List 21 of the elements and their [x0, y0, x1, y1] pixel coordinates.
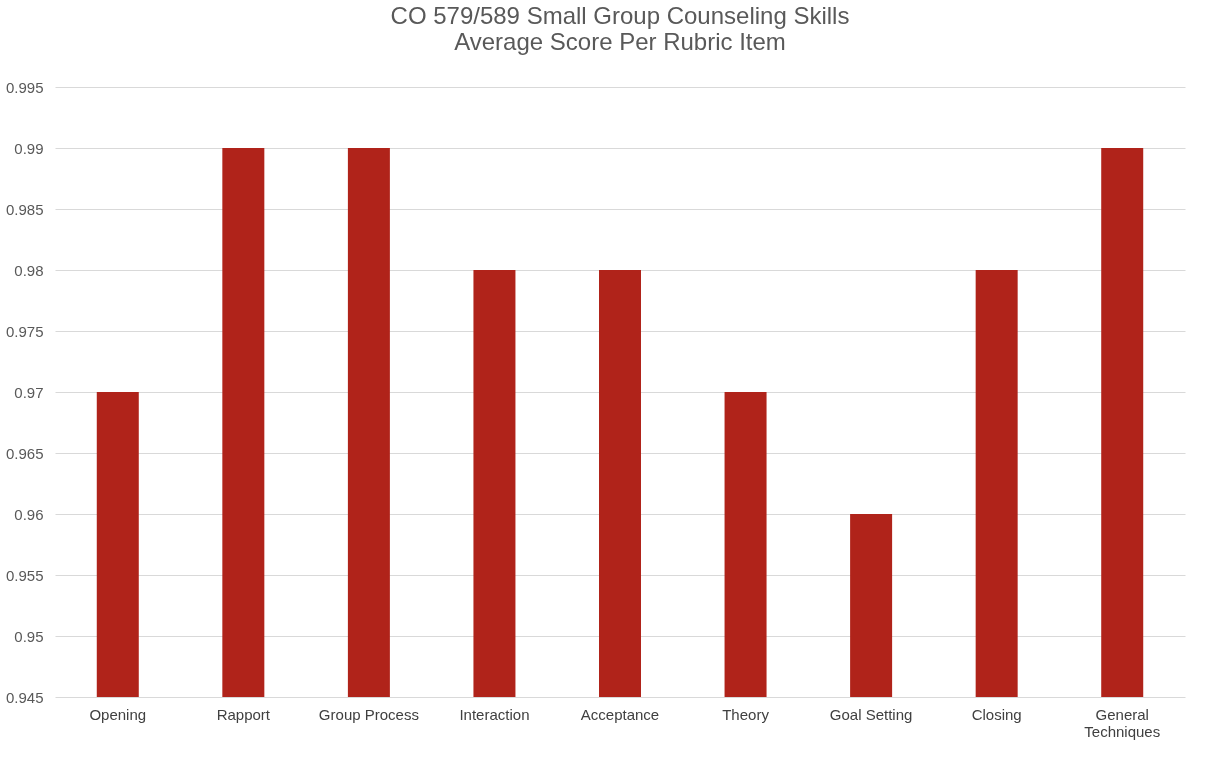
y-tick-label: 0.96 [14, 505, 44, 523]
y-tick-label: 0.99 [14, 139, 44, 157]
y-tick-label: 0.95 [14, 627, 44, 645]
y-tick-label: 0.965 [5, 444, 44, 462]
x-tick-label: Goal Setting [829, 705, 913, 723]
y-tick-label: 0.955 [5, 566, 44, 584]
x-tick-label: Acceptance [580, 705, 660, 723]
y-tick-label: 0.995 [5, 78, 44, 96]
x-tick-label: Group Process [318, 705, 419, 723]
y-tick-label: 0.98 [14, 261, 44, 279]
chart-title: CO 579/589 Small Group Counseling Skills Average Score Per Rubric Item [390, 2, 850, 55]
x-tick-label: Opening [89, 705, 147, 723]
y-tick-label: 0.985 [5, 200, 44, 218]
y-tick-label: 0.975 [5, 322, 44, 340]
y-tick-label: 0.945 [5, 688, 44, 706]
x-tick-label: General Techniques [1084, 705, 1161, 740]
x-tick-label: Rapport [216, 705, 271, 723]
y-tick-label: 0.97 [14, 383, 44, 401]
x-tick-label: Theory [722, 705, 770, 723]
x-tick-label: Closing [971, 705, 1022, 723]
x-tick-label: Interaction [459, 705, 530, 723]
